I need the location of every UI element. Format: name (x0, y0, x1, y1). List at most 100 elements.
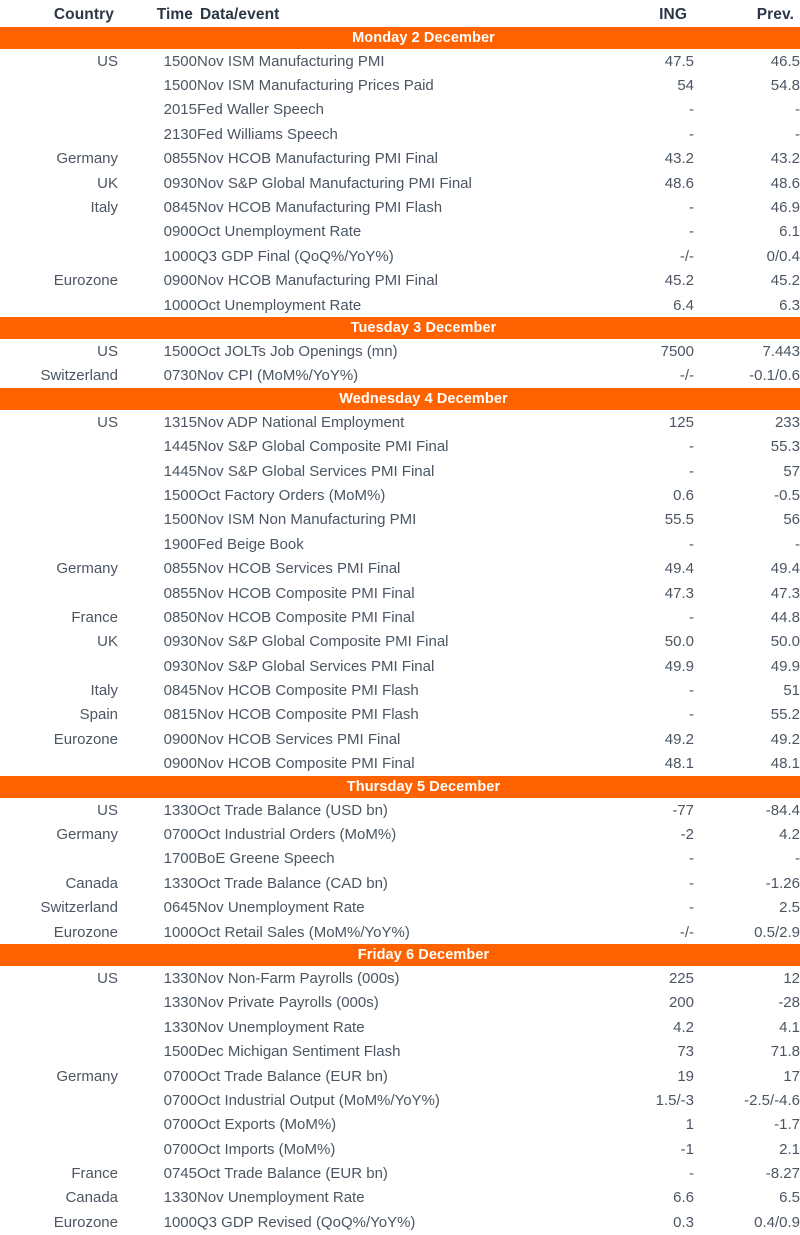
event-ing-forecast: 7500 (660, 342, 694, 360)
event-ing-forecast: - (689, 535, 694, 553)
column-header-time: Time (156, 6, 193, 23)
table-row: Germany 0700 Oct Trade Balance (EUR bn) 19 1… (0, 1064, 800, 1088)
event-name: Nov ADP National Employment (197, 413, 405, 431)
table-row: Italy 0845 Nov HCOB Manufacturing PMI Flas… (0, 195, 800, 219)
event-name: Oct Industrial Orders (MoM%) (197, 826, 397, 844)
event-country: Switzerland (40, 367, 118, 385)
event-name: Nov S&P Global Services PMI Final (197, 657, 435, 675)
event-name: Nov Non-Farm Payrolls (000s) (197, 969, 400, 987)
event-time: 0855 (163, 560, 197, 578)
event-previous-value: - (795, 850, 800, 868)
event-previous-value: 0.5/2.9 (754, 923, 800, 941)
event-country: Spain (79, 706, 118, 724)
event-previous-value: 4.2 (779, 826, 800, 844)
event-name: Nov Unemployment Rate (197, 899, 365, 917)
event-time: 0900 (163, 223, 197, 241)
table-row: UK 0930 Nov S&P Global Manufacturing PMI F… (0, 171, 800, 195)
event-previous-value: 6.3 (779, 296, 800, 314)
table-row: 1330 Nov Unemployment Rate 4.2 4.1 (0, 1015, 800, 1039)
table-row: Canada 1330 Oct Trade Balance (CAD bn) - -1.… (0, 871, 800, 895)
event-ing-forecast: -1 (680, 1140, 694, 1158)
event-country: US (97, 801, 118, 819)
table-row: US 1500 Nov ISM Manufacturing PMI 47.5 46.5 (0, 49, 800, 73)
event-ing-forecast: 48.6 (664, 174, 694, 192)
event-time: 1315 (163, 413, 197, 431)
event-ing-forecast: 49.9 (664, 657, 694, 675)
event-name: Nov Private Payrolls (000s) (197, 994, 379, 1012)
header-row: Country Time Data/event ING Prev. (0, 2, 800, 27)
day-separator-row: Thursday 5 December (0, 775, 800, 798)
event-previous-value: 233 (774, 413, 800, 431)
event-previous-value: 55.2 (770, 706, 800, 724)
table-row: US 1330 Nov Non-Farm Payrolls (000s) 225 12 (0, 966, 800, 990)
event-ing-forecast: - (689, 899, 694, 917)
event-name: Fed Waller Speech (197, 101, 325, 119)
event-time: 0930 (163, 657, 197, 675)
table-row: 1500 Nov ISM Non Manufacturing PMI 55.5 56 (0, 508, 800, 532)
event-country: Canada (65, 874, 118, 892)
event-previous-value: -1.7 (774, 1116, 800, 1134)
table-row: UK 0930 Nov S&P Global Composite PMI Final… (0, 630, 800, 654)
day-separator-row: Tuesday 3 December (0, 317, 800, 340)
event-time: 1700 (163, 850, 197, 868)
event-name: Oct Industrial Output (MoM%/YoY%) (197, 1091, 440, 1109)
table-row: Eurozone 1000 Q3 GDP Revised (QoQ%/YoY%) 0.… (0, 1210, 800, 1234)
event-country (0, 1039, 118, 1063)
event-previous-value: - (795, 535, 800, 553)
event-country (0, 991, 118, 1015)
event-ing-forecast: 73 (677, 1043, 694, 1061)
event-name: Nov HCOB Composite PMI Final (197, 584, 415, 602)
event-country: Italy (90, 199, 118, 217)
day-separator-cell: Tuesday 3 December (0, 317, 800, 340)
event-name: Nov ISM Manufacturing PMI (197, 52, 385, 70)
event-country: Switzerland (40, 899, 118, 917)
day-separator-row: Wednesday 4 December (0, 388, 800, 411)
event-time: 1500 (163, 486, 197, 504)
event-time: 1500 (163, 1043, 197, 1061)
event-previous-value: 57 (783, 462, 800, 480)
event-ing-forecast: 55.5 (664, 511, 694, 529)
event-time: 1000 (163, 296, 197, 314)
event-time: 1000 (163, 247, 197, 265)
table-row: 1900 Fed Beige Book - - (0, 532, 800, 556)
event-previous-value: 4.1 (779, 1018, 800, 1036)
table-row: France 0745 Oct Trade Balance (EUR bn) - -8.… (0, 1161, 800, 1185)
event-previous-value: 49.2 (770, 730, 800, 748)
event-time: 1500 (163, 511, 197, 529)
event-ing-forecast: - (689, 706, 694, 724)
event-country: Canada (65, 1189, 118, 1207)
day-separator-cell: Friday 6 December (0, 944, 800, 967)
event-name: Fed Beige Book (197, 535, 304, 553)
event-country (0, 122, 118, 146)
event-ing-forecast: -2 (680, 826, 694, 844)
event-country (0, 847, 118, 871)
event-country: Italy (90, 682, 118, 700)
event-previous-value: 6.1 (779, 223, 800, 241)
event-name: Nov ISM Non Manufacturing PMI (197, 511, 417, 529)
event-name: Nov HCOB Services PMI Final (197, 730, 401, 748)
day-separator-row: Friday 6 December (0, 944, 800, 967)
day-separator-cell: Monday 2 December (0, 27, 800, 49)
event-country: US (97, 52, 118, 70)
day-separator-cell: Wednesday 4 December (0, 388, 800, 411)
event-previous-value: 48.1 (770, 755, 800, 773)
event-time: 1330 (163, 994, 197, 1012)
table-row: Eurozone 0900 Nov HCOB Services PMI Final 4… (0, 727, 800, 751)
event-previous-value: 49.9 (770, 657, 800, 675)
table-row: 1500 Oct Factory Orders (MoM%) 0.6 -0.5 (0, 483, 800, 507)
event-previous-value: 48.6 (770, 174, 800, 192)
event-previous-value: - (795, 125, 800, 143)
event-ing-forecast: - (689, 438, 694, 456)
event-ing-forecast: - (689, 223, 694, 241)
event-name: Nov CPI (MoM%/YoY%) (197, 367, 359, 385)
event-name: Oct Unemployment Rate (197, 296, 362, 314)
event-country (0, 1088, 118, 1112)
event-ing-forecast: 47.3 (664, 584, 694, 602)
event-time: 0845 (163, 682, 197, 700)
event-ing-forecast: - (689, 101, 694, 119)
event-time: 0930 (163, 174, 197, 192)
event-country (0, 752, 118, 776)
event-time: 1330 (163, 874, 197, 892)
event-previous-value: -8.27 (765, 1165, 800, 1183)
table-row: 0855 Nov HCOB Composite PMI Final 47.3 47.3 (0, 581, 800, 605)
